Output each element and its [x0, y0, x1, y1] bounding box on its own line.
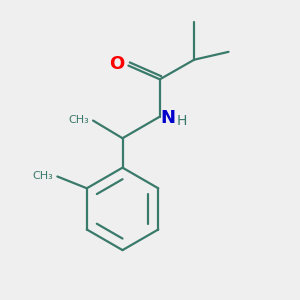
- Text: N: N: [161, 109, 176, 127]
- Text: O: O: [109, 55, 124, 73]
- Text: CH₃: CH₃: [68, 115, 89, 124]
- Text: CH₃: CH₃: [33, 170, 53, 181]
- Text: H: H: [176, 114, 187, 128]
